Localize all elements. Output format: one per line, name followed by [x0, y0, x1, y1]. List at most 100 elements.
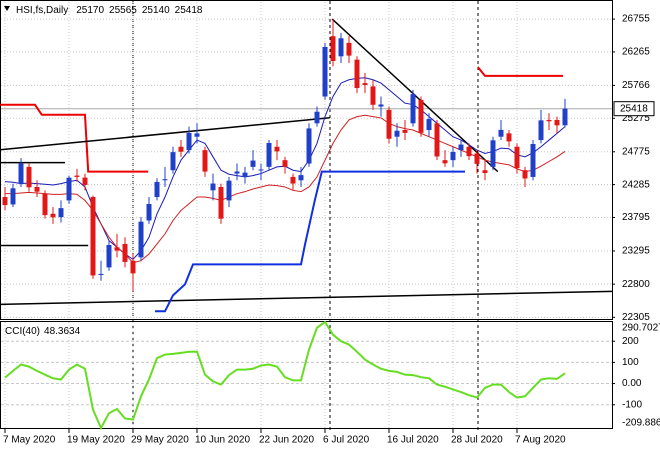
- candle-body: [258, 169, 264, 171]
- cci-value: 48.3634: [44, 326, 81, 337]
- candle-body: [226, 180, 232, 201]
- candle-body: [50, 213, 56, 218]
- candle-body: [138, 221, 144, 258]
- candle-body: [418, 99, 424, 133]
- y-tick-label: -100: [622, 399, 642, 410]
- candle-body: [490, 140, 496, 167]
- candle-body: [362, 83, 368, 85]
- candle-body: [130, 260, 136, 274]
- moving-average: [5, 114, 566, 264]
- y-tick-label: 24775: [622, 146, 650, 157]
- candle-body: [306, 128, 312, 164]
- candle-body: [250, 160, 256, 167]
- candle-body: [18, 163, 24, 184]
- candle-body: [450, 151, 456, 161]
- candle-body: [170, 152, 176, 171]
- drawing-line: [0, 117, 330, 151]
- menu-icon: [4, 6, 10, 11]
- candle-body: [58, 208, 64, 218]
- candle-body: [122, 243, 128, 262]
- y-tick-label: 200: [622, 336, 639, 347]
- candle-body: [98, 273, 104, 275]
- candle-body: [546, 119, 552, 122]
- y-tick-label: 24285: [622, 179, 650, 190]
- candle-body: [338, 38, 344, 57]
- candle-body: [298, 175, 304, 181]
- candle-body: [314, 111, 320, 124]
- y-tick-label: 25275: [622, 113, 650, 124]
- candle-body: [378, 104, 384, 107]
- candle-body: [162, 179, 168, 181]
- candle-body: [290, 176, 296, 184]
- y-tick-label: 22800: [622, 279, 650, 290]
- y-tick-label: 0.00: [622, 378, 642, 389]
- candle-body: [242, 172, 248, 177]
- x-tick-label: 7 Aug 2020: [515, 435, 566, 446]
- candle-body: [530, 144, 536, 177]
- candle-body: [90, 197, 96, 276]
- symbol: HSI,fs,Daily: [16, 5, 68, 16]
- y-tick-label: 26755: [622, 14, 650, 25]
- candle-body: [346, 42, 352, 56]
- candle-body: [10, 188, 16, 205]
- candle-body: [34, 186, 40, 192]
- y-range-label: 290.7027: [622, 323, 660, 334]
- candle-body: [482, 170, 488, 174]
- drawing-line: [0, 290, 613, 306]
- candle-body: [194, 133, 200, 137]
- x-tick-label: 7 May 2020: [3, 435, 56, 446]
- candle-body: [442, 160, 448, 164]
- x-tick-label: 6 Jul 2020: [323, 435, 370, 446]
- drawing-line: [155, 170, 465, 313]
- x-tick-label: 28 Jul 2020: [451, 435, 503, 446]
- price-label: 25418: [620, 103, 648, 114]
- close: 25418: [175, 5, 203, 16]
- candle-body: [282, 160, 288, 167]
- candle-body: [386, 109, 392, 139]
- drawing-line: [0, 103, 149, 173]
- candle-body: [82, 177, 88, 185]
- high: 25565: [109, 5, 137, 16]
- drawing-line: [477, 66, 563, 77]
- candle-body: [498, 129, 504, 137]
- x-tick-label: 29 May 2020: [131, 435, 189, 446]
- candle-body: [26, 166, 32, 188]
- chart-header: HSI,fs,Daily 25170 25565 25140 25418: [16, 5, 203, 16]
- cci-panel: [0, 321, 613, 429]
- x-tick-label: 10 Jun 2020: [195, 435, 250, 446]
- candle-body: [154, 181, 160, 198]
- candle-body: [218, 186, 224, 219]
- candle-body: [74, 175, 80, 177]
- y-tick-label: 23795: [622, 212, 650, 223]
- y-tick-label: 26265: [622, 47, 650, 58]
- candle-body: [202, 150, 208, 172]
- candle-body: [554, 119, 560, 126]
- candle-body: [114, 247, 120, 251]
- cci-line: [4, 320, 566, 431]
- candle-body: [562, 108, 568, 126]
- candle-body: [370, 86, 376, 105]
- x-tick-label: 16 Jul 2020: [387, 435, 439, 446]
- candle-body: [42, 193, 48, 216]
- y-tick-label: 100: [622, 357, 639, 368]
- y-tick-label: 25766: [622, 80, 650, 91]
- candle-body: [66, 177, 72, 201]
- candle-body: [514, 146, 520, 169]
- candle-body: [354, 59, 360, 88]
- candle-body: [322, 46, 328, 97]
- candle-body: [522, 170, 528, 179]
- x-tick-label: 19 May 2020: [67, 435, 125, 446]
- candle-body: [458, 144, 464, 151]
- candle-body: [474, 153, 480, 164]
- y-range-label: -209.886: [622, 418, 660, 429]
- open: 25170: [76, 5, 104, 16]
- candle-body: [434, 123, 440, 157]
- candle-body: [330, 36, 336, 62]
- candle-body: [410, 94, 416, 124]
- candle-body: [210, 183, 216, 191]
- candle-body: [466, 146, 472, 157]
- x-tick-label: 22 Jun 2020: [259, 435, 314, 446]
- candle-body: [178, 146, 184, 152]
